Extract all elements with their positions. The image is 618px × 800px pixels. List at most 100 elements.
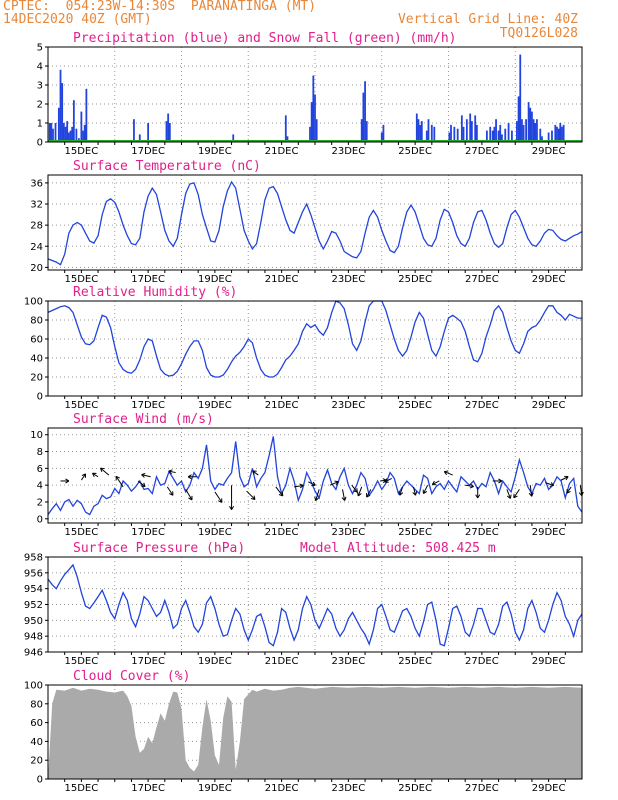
wind-vector xyxy=(566,486,572,494)
precip-bar xyxy=(420,121,423,142)
precip-bar xyxy=(425,130,428,142)
rh-ytick-label: 40 xyxy=(30,354,43,365)
wind-xlabel: 15DEC xyxy=(65,527,99,538)
wind-vector xyxy=(308,481,316,486)
wind-vector xyxy=(185,489,193,501)
precip-bar xyxy=(532,119,535,142)
wind-vector xyxy=(579,485,583,496)
rh-line xyxy=(47,300,582,378)
wind-vector-head xyxy=(341,496,347,501)
rh-xlabel: 29DEC xyxy=(532,400,566,411)
precip-bar xyxy=(360,119,363,142)
wind-vector-head xyxy=(187,474,192,480)
wind-vector xyxy=(329,481,339,486)
pressure-line xyxy=(47,563,583,647)
precip-bar xyxy=(448,132,451,142)
wind-vector xyxy=(444,471,453,476)
wind-vector xyxy=(560,476,569,481)
precip-ytick-label: 5 xyxy=(37,43,43,54)
header-station: CPTEC: 054:23W-14:30S PARANATINGA (MT) xyxy=(3,0,317,14)
precip-bar xyxy=(314,94,316,142)
header-model: TQ0126L028 xyxy=(499,26,578,41)
wind-vector-head xyxy=(366,493,371,498)
precip-bar xyxy=(507,123,510,142)
wind-vector-head xyxy=(311,481,316,487)
precip-ytick-label: 3 xyxy=(37,81,43,92)
wind-vector-head xyxy=(549,482,555,487)
precip-xlabel: 27DEC xyxy=(465,146,499,157)
wind-vector-head xyxy=(299,483,304,489)
precip-bar xyxy=(59,69,62,142)
precip-bar xyxy=(284,115,287,142)
precip-bar xyxy=(527,102,530,142)
precip-bar xyxy=(536,119,538,142)
precip-bar xyxy=(66,121,69,142)
wind-vector xyxy=(315,489,320,501)
precip-bar xyxy=(72,100,75,142)
precip-bar xyxy=(315,119,318,142)
precip-bar xyxy=(521,119,523,142)
cloud-xlabel: 21DEC xyxy=(265,783,299,794)
temp-xlabel: 23DEC xyxy=(332,274,366,285)
pressure-xlabel: 19DEC xyxy=(198,656,232,667)
wind-vector xyxy=(513,489,520,499)
wind-vector-head xyxy=(398,491,404,496)
wind-vector-head xyxy=(188,495,193,501)
precip-bar xyxy=(470,121,473,142)
precip-bar xyxy=(364,81,366,142)
precip-bar xyxy=(541,136,543,142)
rh-xlabel: 15DEC xyxy=(65,400,99,411)
precip-bar xyxy=(561,126,563,142)
precip-bar xyxy=(232,134,235,142)
precip-bar xyxy=(465,119,468,142)
rh-xlabel: 21DEC xyxy=(265,400,299,411)
precip-bar xyxy=(168,123,171,142)
wind-vector xyxy=(506,489,511,499)
wind-ytick-label: 4 xyxy=(37,481,43,492)
wind-vector xyxy=(137,480,146,487)
wind-ytick-label: 0 xyxy=(37,514,43,525)
cloud-xlabel: 17DEC xyxy=(131,783,165,794)
precip-bar xyxy=(83,124,86,142)
temp-xlabel: 21DEC xyxy=(265,274,299,285)
precip-bar xyxy=(380,132,383,142)
precip-bar xyxy=(433,126,436,142)
wind-ytick-label: 6 xyxy=(37,464,43,475)
precip-ytick-label: 1 xyxy=(37,119,43,130)
precip-xlabel: 19DEC xyxy=(198,146,232,157)
rh-ytick-label: 60 xyxy=(30,335,43,346)
rh-xlabel: 17DEC xyxy=(131,400,165,411)
precip-bar xyxy=(310,102,313,142)
wind-vector xyxy=(166,486,174,496)
precip-bar xyxy=(499,124,502,142)
precip-bar xyxy=(69,130,72,142)
precip-ytick-label: 4 xyxy=(37,62,43,73)
precip-bar xyxy=(82,130,84,142)
wind-vector xyxy=(529,485,533,497)
rh-title: Relative Humidity (%) xyxy=(73,285,237,300)
precip-bar xyxy=(50,123,53,142)
wind-vector xyxy=(246,490,256,500)
wind-ytick-label: 2 xyxy=(37,497,43,508)
cloud-ytick-label: 40 xyxy=(30,737,43,748)
wind-vector xyxy=(384,477,392,483)
wind-vector xyxy=(214,491,223,503)
wind-vector xyxy=(80,473,86,481)
precip-bar xyxy=(485,130,488,142)
precip-bar xyxy=(453,126,456,142)
wind-vector-head xyxy=(115,475,120,481)
wind-vector xyxy=(294,484,304,488)
precip-bar xyxy=(529,107,532,142)
wind-vector xyxy=(422,484,429,494)
wind-vector-head xyxy=(218,498,223,503)
precip-bar xyxy=(517,96,520,142)
wind-vector xyxy=(100,467,110,476)
temp-title: Surface Temperature (nC) xyxy=(73,159,261,174)
pressure-xlabel: 21DEC xyxy=(265,656,299,667)
precip-bar xyxy=(382,124,385,142)
precip-ytick-label: 2 xyxy=(37,100,43,111)
precip-bar xyxy=(504,128,507,142)
precip-bar xyxy=(489,126,492,142)
precip-xlabel: 15DEC xyxy=(65,146,99,157)
wind-xlabel: 17DEC xyxy=(131,527,165,538)
